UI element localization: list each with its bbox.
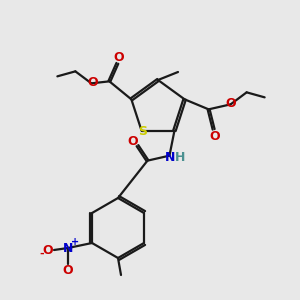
Text: O: O (127, 135, 138, 148)
Text: O: O (63, 265, 73, 278)
Text: H: H (175, 151, 186, 164)
Text: O: O (87, 76, 98, 89)
Text: -: - (40, 249, 44, 259)
Text: +: + (71, 237, 79, 247)
Text: O: O (113, 51, 124, 64)
Text: N: N (63, 242, 73, 254)
Text: N: N (165, 151, 176, 164)
Text: O: O (43, 244, 53, 256)
Text: O: O (209, 130, 220, 143)
Text: O: O (225, 97, 236, 110)
Text: S: S (138, 125, 147, 138)
